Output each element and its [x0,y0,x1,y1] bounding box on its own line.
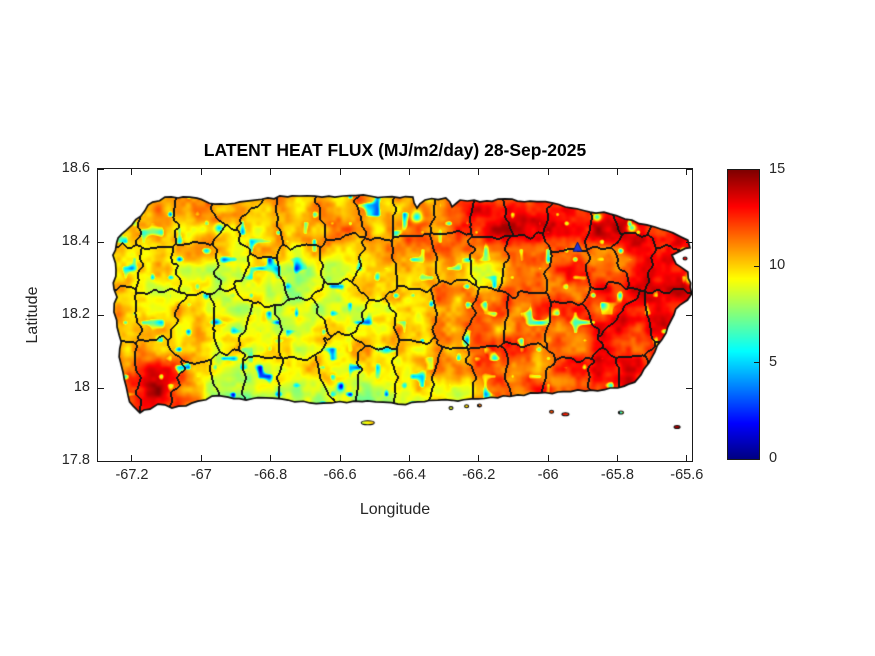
x-tick-mark [547,169,549,175]
x-tick-label: -65.6 [670,467,704,483]
y-tick-label: 18.2 [61,306,90,322]
y-tick-mark [98,241,104,243]
y-tick-mark [686,168,692,170]
y-tick-mark [686,460,692,462]
heatmap-canvas [98,169,692,461]
colorbar: 15 10 5 0 [727,161,785,466]
y-tick-label: 18 [73,379,90,395]
colorbar-gradient-canvas [728,170,759,459]
x-tick-mark [131,169,133,175]
y-tick-mark [98,168,104,170]
x-tick-mark [408,169,410,175]
colorbar-tick-label: 15 [769,161,786,177]
x-tick-mark [339,169,341,175]
x-tick-label: -66.8 [254,467,288,483]
y-axis-label: Latitude [24,286,41,344]
x-tick-mark [686,169,688,175]
colorbar-tick-mark [754,362,759,364]
x-tick-label: -67.2 [115,467,149,483]
x-tick-label: -65.8 [600,467,634,483]
x-tick-label: -66.4 [392,467,426,483]
y-tick-mark [98,387,104,389]
x-tick-label: -66 [537,467,559,483]
x-tick-label: -67 [190,467,212,483]
colorbar-tick-label: 0 [769,450,778,466]
x-tick-mark [478,169,480,175]
y-tick-mark [98,314,104,316]
x-tick-mark [478,455,480,461]
y-tick-mark [686,241,692,243]
plot-area: -67.2 -67 -66.8 -66.6 -66.4 -66.2 -66 -65.8 -65.… [62,160,704,483]
y-tick-mark [686,387,692,389]
x-tick-mark [686,455,688,461]
x-tick-mark [339,455,341,461]
x-tick-mark [270,455,272,461]
y-tick-label: 18.6 [61,160,90,176]
chart-title: LATENT HEAT FLUX (MJ/m2/day) 28-Sep-2025 [203,140,587,160]
x-tick-mark [131,455,133,461]
x-tick-mark [408,455,410,461]
x-tick-mark [616,455,618,461]
y-tick-mark [98,460,104,462]
x-tick-label: -66.6 [323,467,357,483]
x-axis-label: Longitude [359,501,431,518]
x-tick-mark [200,169,202,175]
y-tick-mark [686,314,692,316]
x-tick-mark [270,169,272,175]
y-tick-label: 17.8 [61,452,90,468]
y-tick-label: 18.4 [61,233,90,249]
x-tick-mark [547,455,549,461]
colorbar-tick-label: 5 [769,353,778,370]
x-tick-mark [200,455,202,461]
x-tick-mark [616,169,618,175]
x-tick-label: -66.2 [462,467,496,483]
colorbar-tick-label: 10 [769,257,786,274]
colorbar-tick-mark [754,265,759,267]
